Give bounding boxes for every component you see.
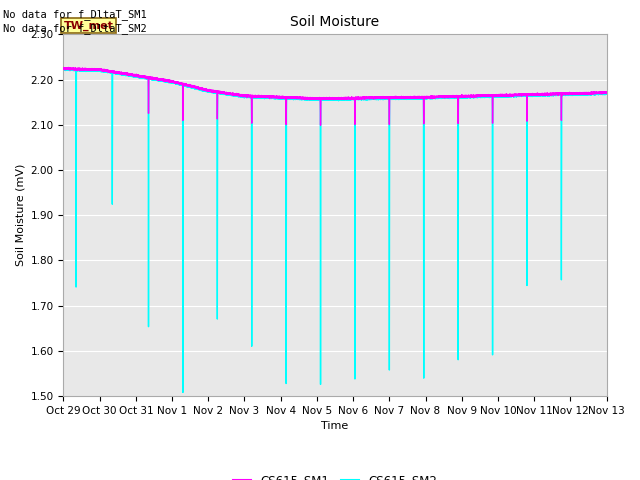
CS615_SM1 bbox=[65, 65, 72, 71]
CS615_SM1 bbox=[504, 92, 511, 98]
CS615_SM2 bbox=[406, 96, 414, 101]
Title: Soil Moisture: Soil Moisture bbox=[291, 15, 380, 29]
Text: TW_met: TW_met bbox=[63, 21, 113, 31]
CS615_SM2 bbox=[504, 93, 511, 99]
CS615_SM2 bbox=[468, 94, 476, 100]
Legend: CS615_SM1, CS615_SM2: CS615_SM1, CS615_SM2 bbox=[228, 469, 442, 480]
CS615_SM1 bbox=[406, 95, 414, 101]
Text: No data for f_DltaT_SM1: No data for f_DltaT_SM1 bbox=[3, 9, 147, 20]
Line: CS615_SM2: CS615_SM2 bbox=[63, 68, 607, 393]
CS615_SM2 bbox=[60, 65, 68, 71]
CS615_SM2 bbox=[88, 67, 95, 72]
CS615_SM2 bbox=[483, 94, 490, 99]
Text: No data for f_DltaT_SM2: No data for f_DltaT_SM2 bbox=[3, 23, 147, 34]
CS615_SM1 bbox=[483, 93, 490, 99]
CS615_SM1 bbox=[603, 90, 611, 96]
Line: CS615_SM1: CS615_SM1 bbox=[63, 68, 607, 125]
CS615_SM2 bbox=[60, 67, 67, 72]
CS615_SM2 bbox=[603, 90, 611, 96]
X-axis label: Time: Time bbox=[321, 421, 349, 432]
Y-axis label: Soil Moisture (mV): Soil Moisture (mV) bbox=[15, 164, 25, 266]
CS615_SM1 bbox=[317, 122, 324, 128]
CS615_SM2 bbox=[496, 94, 504, 99]
CS615_SM1 bbox=[468, 94, 476, 99]
CS615_SM1 bbox=[496, 93, 504, 98]
CS615_SM1 bbox=[60, 66, 67, 72]
CS615_SM2 bbox=[179, 390, 187, 396]
CS615_SM1 bbox=[88, 66, 95, 72]
